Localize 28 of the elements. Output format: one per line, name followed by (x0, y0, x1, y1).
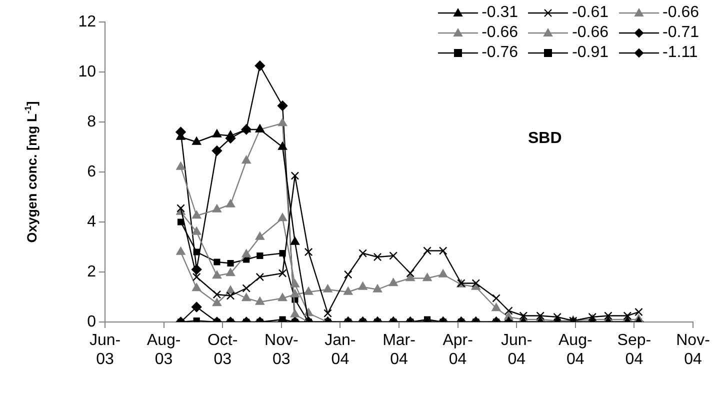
legend-label: -0.66 (662, 4, 699, 22)
y-tick-label: 4 (87, 213, 96, 230)
y-tick-label: 2 (87, 263, 96, 280)
y-tick-label: 10 (78, 63, 96, 80)
legend-label: -0.61 (572, 4, 609, 22)
legend-label: -0.71 (662, 24, 699, 42)
x-tick-label: Oct-03 (207, 332, 238, 368)
y-tick-label: 0 (87, 313, 96, 330)
x-tick-label: Aug-03 (146, 332, 181, 368)
x-tick-label: Jan-04 (324, 332, 356, 368)
legend-label: -0.91 (572, 44, 609, 62)
legend-label: -0.66 (572, 24, 609, 42)
legend-label: -0.66 (482, 24, 518, 42)
x-tick-label: Sep-04 (617, 332, 652, 368)
x-tick-label: Mar-04 (382, 332, 416, 368)
x-tick-label: Nov-04 (676, 332, 710, 368)
legend-label: -0.31 (482, 4, 518, 22)
legend-label: -1.11 (662, 44, 698, 62)
y-tick-label: 6 (87, 163, 96, 180)
y-tick-label: 8 (87, 113, 96, 130)
x-tick-label: Jun-04 (501, 332, 532, 368)
legend-label: -0.76 (482, 44, 518, 62)
x-tick-label: Aug-04 (558, 332, 592, 368)
x-tick-label: Jun-03 (89, 332, 121, 368)
y-tick-label: 12 (78, 13, 96, 30)
x-tick-label: Nov-03 (264, 332, 298, 368)
annotation: SBD (528, 130, 562, 148)
x-tick-label: Apr-04 (442, 332, 473, 368)
